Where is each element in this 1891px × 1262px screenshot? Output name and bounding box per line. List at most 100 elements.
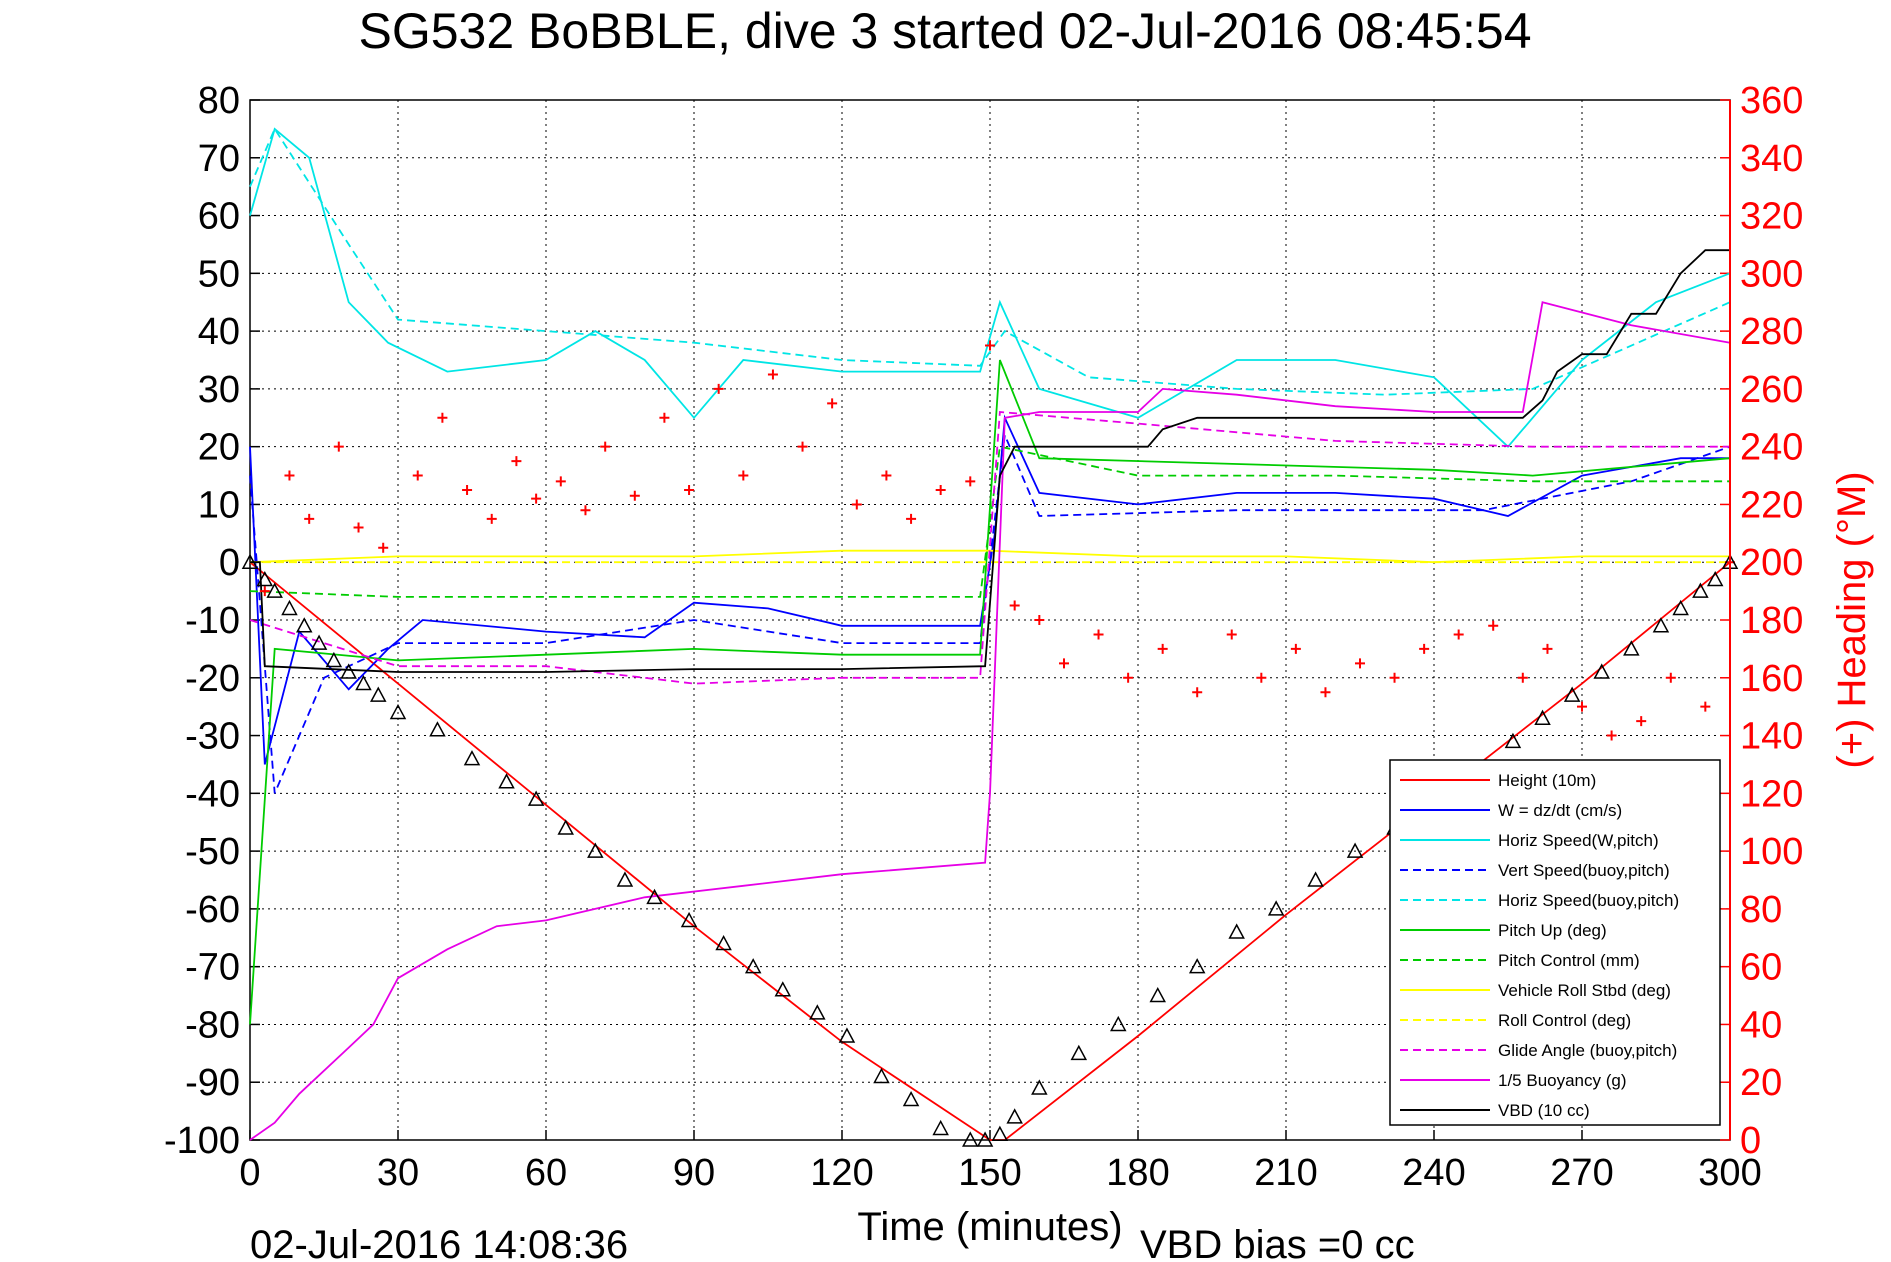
y-tick-label-left: 70 xyxy=(198,138,240,180)
heading-point xyxy=(1034,615,1045,625)
depth-marker xyxy=(774,981,792,997)
depth-marker xyxy=(587,842,604,858)
heading-point xyxy=(353,522,364,533)
depth-marker xyxy=(340,663,357,679)
grid-lines xyxy=(250,100,1730,1140)
y-tick-label-right: 220 xyxy=(1740,484,1803,526)
depth-marker xyxy=(680,911,698,928)
heading-point xyxy=(462,485,473,495)
x-tick-label: 60 xyxy=(525,1152,567,1194)
x-tick-label: 120 xyxy=(810,1152,873,1194)
series-glide-angle-buoy-pitch xyxy=(249,411,1730,685)
depth-marker xyxy=(325,651,343,668)
x-tick-label: 30 xyxy=(377,1152,419,1194)
y-tick-label-left: 80 xyxy=(198,80,240,122)
heading-point xyxy=(684,485,695,495)
y-axis-right: 3603403203002802602402202001801601401201… xyxy=(1720,80,1803,1162)
heading-point xyxy=(1256,672,1267,683)
depth-marker xyxy=(256,570,274,587)
depth-marker xyxy=(1228,923,1245,939)
heading-point xyxy=(1636,716,1647,727)
heading-point xyxy=(531,493,542,504)
y-tick-label-left: 20 xyxy=(198,427,240,469)
heading-point xyxy=(1192,687,1203,698)
footer-vbd-bias: VBD bias =0 cc xyxy=(1140,1223,1415,1262)
heading-point xyxy=(1606,730,1617,741)
depth-marker xyxy=(1346,842,1364,858)
depth-marker xyxy=(1188,958,1206,974)
y-tick-label-right: 240 xyxy=(1740,427,1803,469)
series-1-5-buoyancy-g xyxy=(249,301,1731,1141)
heading-point xyxy=(486,513,497,524)
x-tick-label: 300 xyxy=(1698,1152,1761,1194)
depth-marker xyxy=(976,1131,994,1147)
legend-label: Vert Speed(buoy,pitch) xyxy=(1498,861,1670,880)
x-axis: 0 30 60 90 120 150 180 210 240 270 300 xyxy=(239,1130,1762,1194)
footer-timestamp: 02-Jul-2016 14:08:36 xyxy=(250,1223,628,1262)
depth-marker xyxy=(838,1027,856,1043)
depth-marker xyxy=(281,599,298,616)
y-tick-label-left: 0 xyxy=(219,542,240,584)
heading-point xyxy=(1226,629,1237,640)
y-tick-label-right: 180 xyxy=(1740,600,1803,642)
heading-point xyxy=(827,398,838,409)
y-tick-label-left: -60 xyxy=(185,889,240,931)
legend-label: Vehicle Roll Stbd (deg) xyxy=(1498,981,1671,1000)
depth-marker xyxy=(1623,640,1640,656)
x-tick-label: 270 xyxy=(1550,1152,1613,1194)
depth-marker xyxy=(1031,1079,1048,1095)
legend-label: 1/5 Buoyancy (g) xyxy=(1498,1071,1627,1090)
heading-point xyxy=(555,476,566,487)
depth-marker xyxy=(962,1131,979,1147)
heading-point xyxy=(580,505,591,516)
heading-point xyxy=(985,340,995,351)
heading-point xyxy=(1453,629,1464,640)
heading-point xyxy=(1700,701,1711,712)
y-tick-label-right: 300 xyxy=(1740,253,1803,295)
depth-marker xyxy=(463,750,481,766)
heading-point xyxy=(511,456,522,467)
depth-marker xyxy=(646,888,663,905)
series-vert-speed-buoy-pitch xyxy=(249,431,1731,794)
series-heading xyxy=(259,340,1735,741)
depth-marker xyxy=(1672,599,1689,616)
heading-point xyxy=(1009,600,1020,611)
heading-point xyxy=(378,542,389,553)
depth-marker xyxy=(902,1090,920,1107)
depth-marker xyxy=(1149,986,1166,1003)
depth-marker xyxy=(715,934,732,951)
x-tick-label: 150 xyxy=(958,1152,1021,1194)
chart-title: SG532 BoBBLE, dive 3 started 02-Jul-2016… xyxy=(359,3,1532,59)
heading-point xyxy=(1123,672,1134,683)
y-tick-label-right: 340 xyxy=(1740,138,1803,180)
heading-point xyxy=(284,470,295,481)
legend-label: Height (10m) xyxy=(1498,771,1596,790)
legend-label: W = dz/dt (cm/s) xyxy=(1498,801,1622,820)
x-tick-label: 90 xyxy=(673,1152,715,1194)
depth-marker xyxy=(932,1119,949,1136)
depth-marker xyxy=(355,674,372,691)
heading-point xyxy=(767,369,778,380)
y-tick-label-right: 260 xyxy=(1740,369,1803,411)
depth-marker xyxy=(1110,1015,1127,1032)
heading-point xyxy=(1355,658,1365,669)
depth-marker xyxy=(873,1067,890,1084)
y-tick-label-right: 360 xyxy=(1740,80,1803,122)
heading-point xyxy=(1577,701,1587,712)
depth-marker xyxy=(1706,570,1724,587)
y-tick-label-left: -40 xyxy=(185,773,240,815)
y-tick-label-right: 0 xyxy=(1740,1120,1761,1162)
y-tick-label-left: -20 xyxy=(185,658,240,700)
x-tick-label: 0 xyxy=(239,1152,260,1194)
y-tick-label-left: 30 xyxy=(198,369,240,411)
legend-label: Pitch Control (mm) xyxy=(1498,951,1640,970)
heading-point xyxy=(797,441,808,452)
y-tick-label-right: 100 xyxy=(1740,831,1803,873)
depth-marker xyxy=(1563,686,1581,702)
heading-point xyxy=(1059,658,1069,669)
y-tick-label-left: -80 xyxy=(185,1004,240,1046)
y-tick-label-left: 50 xyxy=(198,253,240,295)
heading-point xyxy=(935,485,946,495)
y-tick-label-right: 20 xyxy=(1740,1062,1782,1104)
y-tick-label-left: -30 xyxy=(185,716,240,758)
